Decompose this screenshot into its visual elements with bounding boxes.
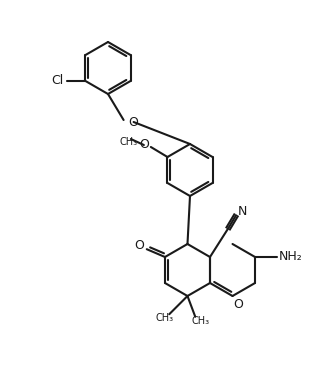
- Text: O: O: [139, 139, 149, 151]
- Text: O: O: [233, 298, 243, 310]
- Text: O: O: [134, 239, 144, 252]
- Text: Cl: Cl: [51, 75, 63, 87]
- Text: CH₃: CH₃: [191, 316, 209, 326]
- Text: O: O: [129, 115, 139, 128]
- Text: CH₃: CH₃: [155, 313, 173, 323]
- Text: N: N: [237, 205, 247, 218]
- Text: NH₂: NH₂: [279, 250, 303, 264]
- Text: CH₃: CH₃: [120, 137, 138, 147]
